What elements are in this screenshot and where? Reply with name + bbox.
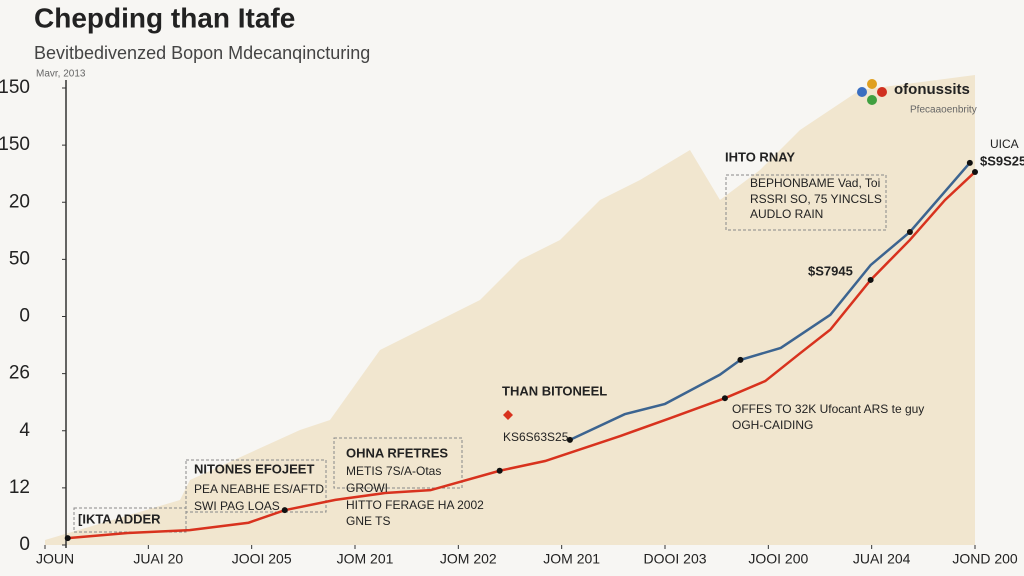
x-tick-label: JOOI 205 <box>232 551 292 567</box>
point <box>737 356 744 363</box>
annotation: NITONES EFOJEET <box>194 461 314 476</box>
annotation: $S7945 <box>808 263 853 278</box>
logo-dot <box>857 87 867 97</box>
point <box>966 159 973 166</box>
y-tick-label: 150 <box>0 77 30 98</box>
y-tick-label: 0 <box>19 306 30 327</box>
logo-dot <box>867 95 877 105</box>
annotation: HITTO FERAGE HA 2002 <box>346 498 484 512</box>
y-tick-label: 26 <box>9 363 30 384</box>
annotation: SWI PAG LOAS <box>194 499 280 513</box>
background-area <box>45 75 975 545</box>
x-tick-label: JOOI 200 <box>748 551 808 567</box>
point <box>906 228 913 235</box>
annotation-box <box>333 437 463 489</box>
chart-date: Mavr, 2013 <box>36 69 86 80</box>
y-tick-label: 50 <box>9 248 30 269</box>
point <box>496 467 503 474</box>
annotation: OGH-CAIDING <box>732 418 813 432</box>
annotation: AUDLO RAIN <box>750 207 823 221</box>
annotation: PEA NEABHE ES/AFTD <box>194 482 324 496</box>
annotation: RSSRI SO, 75 YINCSLS <box>750 192 882 206</box>
annotation: IHTO RNAY <box>725 149 795 164</box>
logo-tagline: Pfecaaoenbrity <box>910 105 977 116</box>
y-tick-label: 150 <box>0 134 30 155</box>
logo: ofonussits Pfecaaoenbrity <box>857 79 977 116</box>
annotation: OHNA RFETRES <box>346 445 448 460</box>
x-tick-label: JOM 202 <box>440 551 497 567</box>
line <box>569 162 971 442</box>
x-tick-label: DOOI 203 <box>643 551 706 567</box>
y-tick-label: 20 <box>9 191 30 212</box>
annotation: $S9S25 <box>980 153 1024 168</box>
point <box>721 395 728 402</box>
chart-subtitle: Bevitbedivenzed Bopon Mdecanqincturing <box>34 43 370 63</box>
annotation: KS6S63S25 <box>503 430 569 444</box>
annotation: UICA <box>990 137 1019 151</box>
logo-name: ofonussits <box>894 81 970 98</box>
y-tick-label: 4 <box>19 420 30 441</box>
point <box>972 168 978 175</box>
point <box>566 436 573 443</box>
x-tick-label: JOM 201 <box>543 551 600 567</box>
annotation: [IKTA ADDER <box>78 511 161 526</box>
chart-title: Chepding than Itafe <box>34 2 295 33</box>
annotation: GNE TS <box>346 514 390 528</box>
logo-dot <box>867 79 877 89</box>
annotation: BEPHONBAME Vad, Toi <box>750 176 880 190</box>
annotation: METIS 7S/A-Otas <box>346 464 441 478</box>
x-tick-label: JUAI 20 <box>133 551 183 567</box>
point <box>64 535 71 542</box>
point <box>867 276 874 283</box>
y-tick-label: 0 <box>19 534 30 555</box>
x-tick-label: JOND 200 <box>952 551 1018 567</box>
x-tick-label: JOM 201 <box>337 551 394 567</box>
logo-dot <box>877 87 887 97</box>
annotation: GROWI <box>346 481 388 495</box>
annotation: OFFES TO 32K Ufocant ARS te guy <box>732 402 924 416</box>
x-tick-label: JOUN <box>36 551 74 567</box>
annotation-box <box>725 174 887 231</box>
annotation-box <box>185 459 327 513</box>
line <box>67 171 976 540</box>
x-tick-label: JUAI 204 <box>853 551 911 567</box>
y-tick-label: 12 <box>9 477 30 498</box>
annotation: THAN BITONEEL <box>502 383 607 398</box>
point <box>281 507 288 514</box>
marker <box>503 410 513 420</box>
